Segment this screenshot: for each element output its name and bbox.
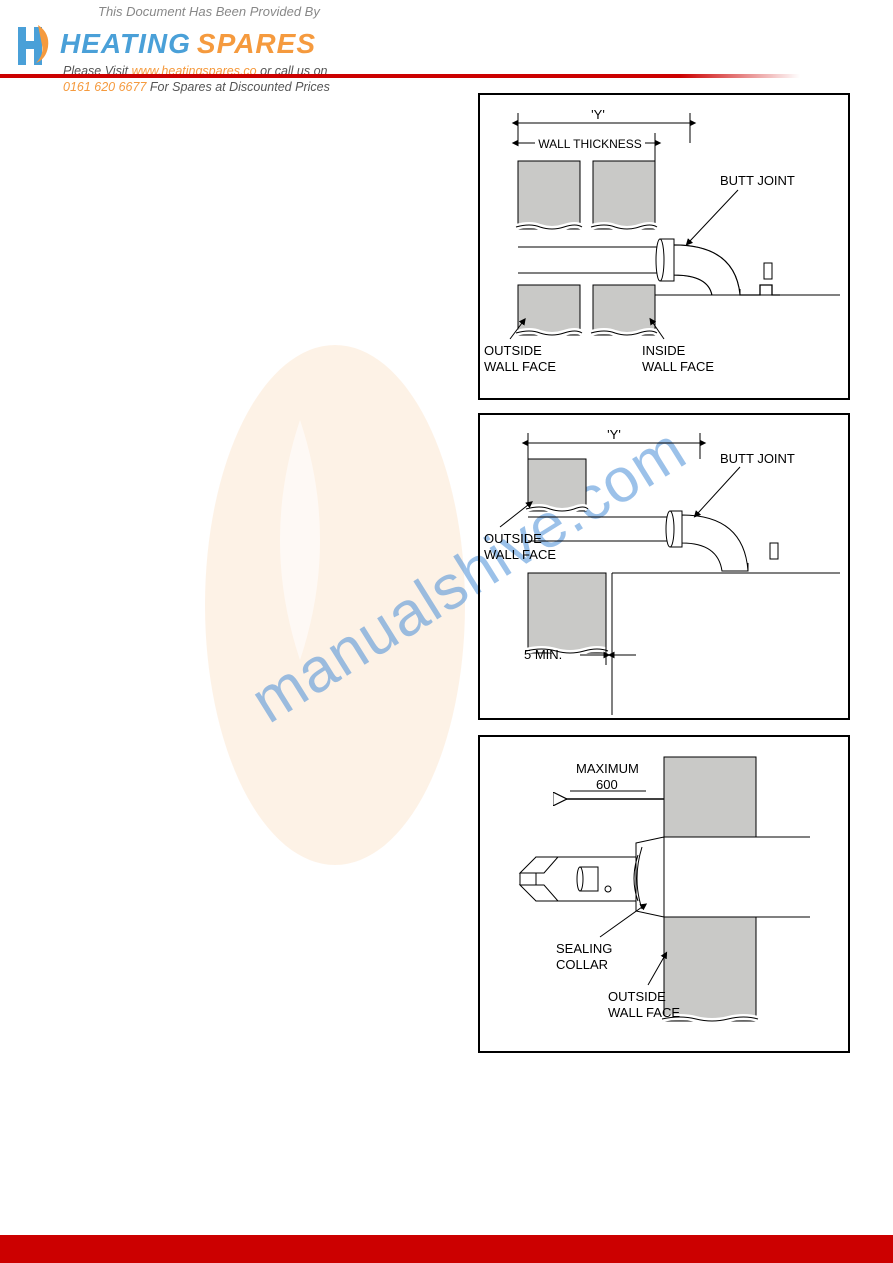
phone-suffix: For Spares at Discounted Prices: [146, 80, 329, 94]
fig1-inside-2: WALL FACE: [642, 359, 714, 374]
fig1-dim-y: 'Y': [591, 107, 605, 122]
logo-spares-text: SPARES: [197, 28, 316, 60]
fig2-min: 5 MIN.: [524, 647, 562, 662]
page-header: This Document Has Been Provided By HEATI…: [0, 0, 893, 90]
footer-bar: [0, 1235, 893, 1263]
fig2-dim-y: 'Y': [607, 427, 621, 442]
fig3-max-2: 600: [596, 777, 618, 792]
fig3-sealing-2: COLLAR: [556, 957, 608, 972]
hs-flame-icon: [8, 19, 58, 69]
figure-1: 'Y' WALL THICKNESS BUTT JOINT OUTSIDE WA…: [478, 93, 850, 400]
fig1-outside-2: WALL FACE: [484, 359, 556, 374]
fig1-wall-thickness: WALL THICKNESS: [538, 137, 642, 151]
background-logo-watermark: [200, 340, 470, 870]
phone-number: 0161 620 6677: [63, 80, 146, 94]
fig3-outside-1: OUTSIDE: [608, 989, 666, 1004]
fig1-outside-1: OUTSIDE: [484, 343, 542, 358]
fig3-max-1: MAXIMUM: [576, 761, 639, 776]
header-rule: [0, 74, 800, 78]
fig2-outside-1: OUTSIDE: [484, 531, 542, 546]
figure-2: 'Y' OUTSIDE WALL FACE BUTT JOINT 5 MIN.: [478, 413, 850, 720]
fig2-outside-2: WALL FACE: [484, 547, 556, 562]
logo-row: HEATING SPARES: [8, 19, 833, 69]
figure-3: MAXIMUM 600 SEALING COLLAR OUTSIDE WALL …: [478, 735, 850, 1053]
fig1-butt-joint: BUTT JOINT: [720, 173, 795, 188]
provided-by-text: This Document Has Been Provided By: [98, 4, 833, 19]
fig1-inside-1: INSIDE: [642, 343, 686, 358]
fig2-butt-joint: BUTT JOINT: [720, 451, 795, 466]
logo-heating-text: HEATING: [60, 28, 191, 60]
fig3-outside-2: WALL FACE: [608, 1005, 680, 1020]
fig3-sealing-1: SEALING: [556, 941, 612, 956]
